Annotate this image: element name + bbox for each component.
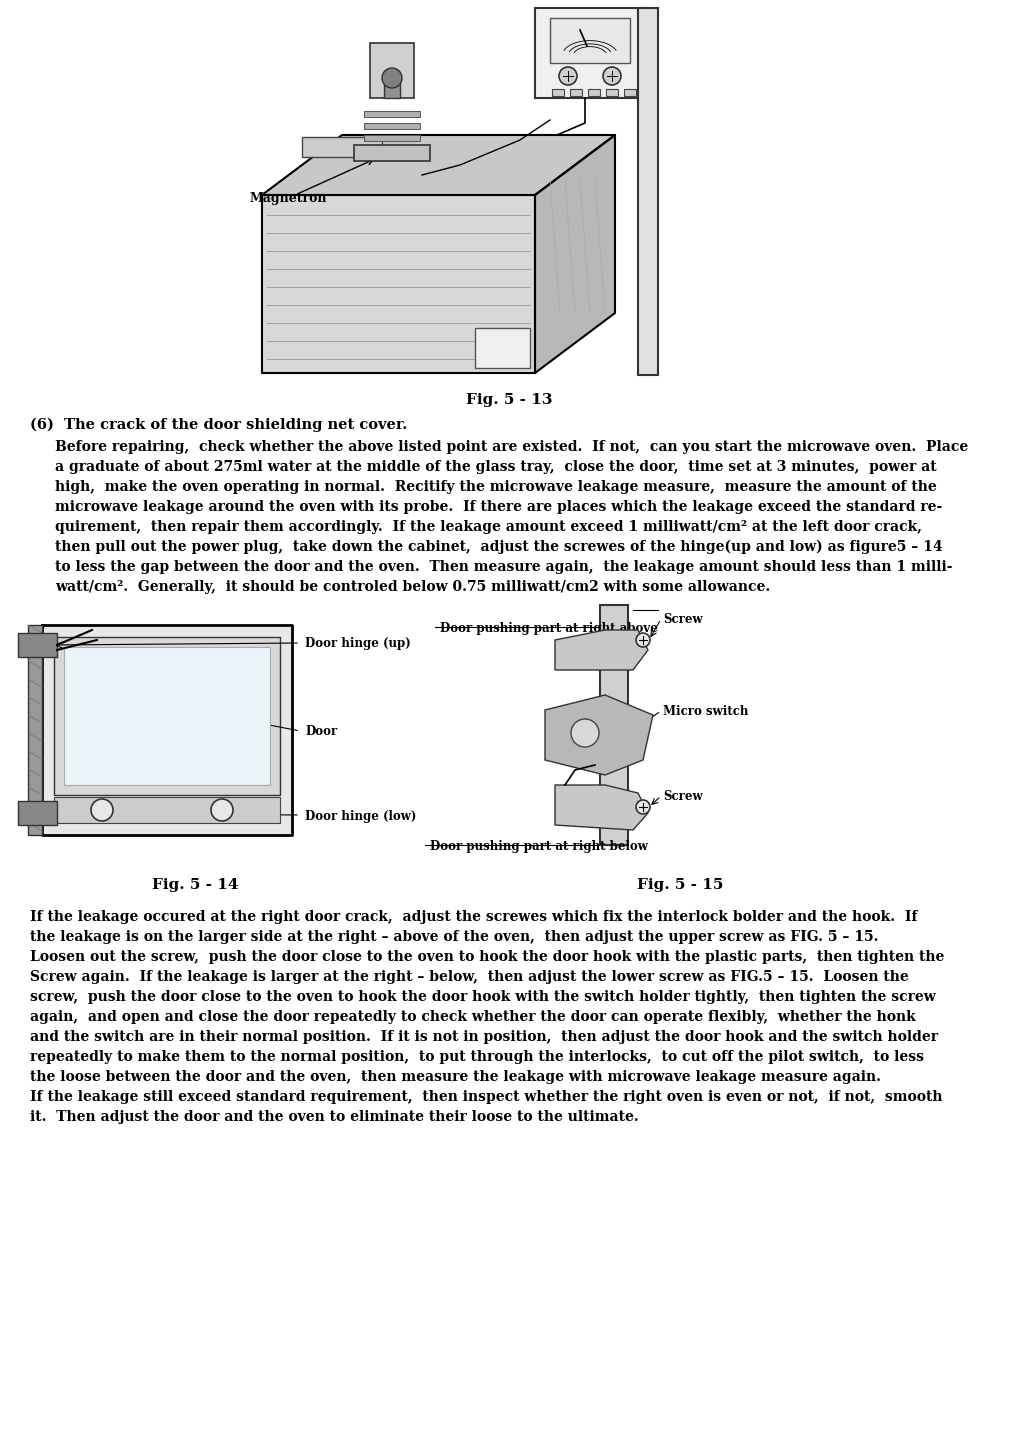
Polygon shape (555, 630, 648, 670)
Bar (552, 89, 564, 96)
Text: it.  Then adjust the door and the oven to eliminate their loose to the ultimate.: it. Then adjust the door and the oven to… (30, 1111, 638, 1124)
Text: quirement,  then repair them accordingly.  If the leakage amount exceed 1 milliw: quirement, then repair them accordingly.… (55, 519, 922, 534)
Polygon shape (18, 801, 57, 825)
Bar (570, 89, 582, 96)
Text: If the leakage still exceed standard requirement,  then inspect whether the righ: If the leakage still exceed standard req… (30, 1091, 943, 1104)
Bar (624, 89, 636, 96)
Circle shape (91, 799, 113, 821)
Polygon shape (54, 796, 280, 824)
Text: watt/cm².  Generally,  it should be controled below 0.75 milliwatt/cm2 with some: watt/cm². Generally, it should be contro… (55, 580, 771, 594)
Text: Micro switch: Micro switch (663, 705, 748, 718)
Polygon shape (364, 135, 420, 141)
Bar (606, 89, 618, 96)
Text: repeatedly to make them to the normal position,  to put through the interlocks, : repeatedly to make them to the normal po… (30, 1050, 924, 1063)
Circle shape (559, 67, 577, 85)
Text: the leakage is on the larger side at the right – above of the oven,  then adjust: the leakage is on the larger side at the… (30, 930, 879, 944)
Polygon shape (475, 329, 530, 367)
Polygon shape (354, 145, 430, 161)
Circle shape (571, 719, 599, 748)
Bar (588, 89, 600, 96)
Polygon shape (364, 123, 420, 129)
Text: Loosen out the screw,  push the door close to the oven to hook the door hook wit: Loosen out the screw, push the door clos… (30, 950, 945, 964)
Text: again,  and open and close the door repeatedly to check whether the door can ope: again, and open and close the door repea… (30, 1010, 916, 1025)
Polygon shape (262, 195, 535, 373)
Text: Door: Door (305, 725, 337, 738)
Text: Fig. 5 - 15: Fig. 5 - 15 (637, 878, 723, 893)
Polygon shape (555, 785, 648, 829)
Polygon shape (364, 110, 420, 118)
Text: Fig. 5 - 14: Fig. 5 - 14 (152, 878, 238, 893)
Text: the loose between the door and the oven,  then measure the leakage with microwav: the loose between the door and the oven,… (30, 1071, 881, 1083)
Polygon shape (302, 136, 382, 156)
Polygon shape (384, 77, 400, 98)
Bar (370, 43, 414, 98)
Polygon shape (29, 626, 42, 835)
Text: Before repairing,  check whether the above listed point are existed.  If not,  c: Before repairing, check whether the abov… (55, 441, 968, 453)
Circle shape (211, 799, 233, 821)
Text: a graduate of about 275ml water at the middle of the glass tray,  close the door: a graduate of about 275ml water at the m… (55, 461, 937, 474)
Polygon shape (42, 626, 292, 835)
Polygon shape (545, 695, 653, 775)
Polygon shape (638, 9, 658, 375)
Text: to less the gap between the door and the oven.  Then measure again,  the leakage: to less the gap between the door and the… (55, 560, 953, 574)
Bar (550, 19, 630, 63)
Polygon shape (64, 647, 270, 785)
Text: Door pushing part at right below: Door pushing part at right below (430, 839, 647, 852)
Text: screw,  push the door close to the oven to hook the door hook with the switch ho: screw, push the door close to the oven t… (30, 990, 936, 1004)
Text: Screw: Screw (663, 791, 702, 804)
Text: Door hinge (up): Door hinge (up) (305, 637, 410, 650)
Polygon shape (535, 135, 615, 373)
Polygon shape (54, 637, 280, 795)
Text: and the switch are in their normal position.  If it is not in position,  then ad: and the switch are in their normal posit… (30, 1030, 938, 1045)
Text: Door pushing part at right above: Door pushing part at right above (440, 621, 658, 636)
Text: microwave leakage around the oven with its probe.  If there are places which the: microwave leakage around the oven with i… (55, 499, 943, 514)
Circle shape (603, 67, 621, 85)
Polygon shape (600, 606, 628, 845)
Text: then pull out the power plug,  take down the cabinet,  adjust the screwes of the: then pull out the power plug, take down … (55, 540, 943, 554)
FancyBboxPatch shape (535, 9, 645, 98)
Polygon shape (18, 633, 57, 657)
Polygon shape (262, 135, 615, 195)
Circle shape (636, 633, 651, 647)
Text: high,  make the oven operating in normal.  Recitify the microwave leakage measur: high, make the oven operating in normal.… (55, 479, 937, 494)
Circle shape (636, 799, 651, 814)
Text: Fig. 5 - 13: Fig. 5 - 13 (466, 393, 552, 408)
Text: Screw again.  If the leakage is larger at the right – below,  then adjust the lo: Screw again. If the leakage is larger at… (30, 970, 909, 984)
Circle shape (382, 67, 402, 88)
Text: If the leakage occured at the right door crack,  adjust the screwes which fix th: If the leakage occured at the right door… (30, 910, 917, 924)
Text: Screw: Screw (663, 613, 702, 626)
Text: Door hinge (low): Door hinge (low) (305, 809, 416, 824)
Text: (6)  The crack of the door shielding net cover.: (6) The crack of the door shielding net … (30, 418, 407, 432)
Text: Magnetron: Magnetron (250, 192, 328, 205)
